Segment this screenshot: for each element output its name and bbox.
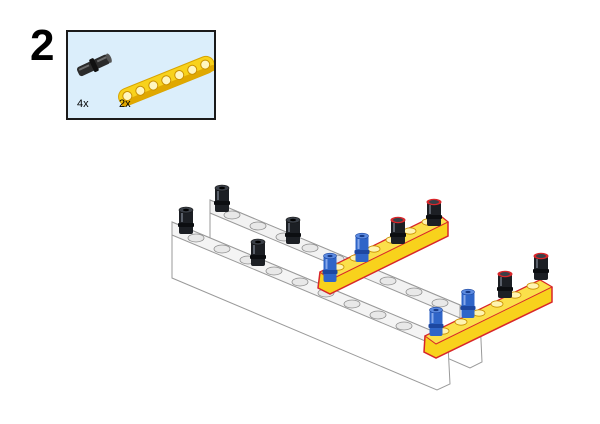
parts-list-artwork <box>76 53 214 107</box>
yellow-7-hole-beam-icon <box>118 55 214 107</box>
black-friction-pin-icon <box>76 53 112 77</box>
white-beam-front <box>171 221 451 391</box>
pin-count-label: 4x <box>77 98 89 110</box>
step-number: 2 <box>30 21 55 70</box>
beam-count-label: 2x <box>119 98 131 110</box>
parts-list-callout: 4x 2x <box>66 30 216 120</box>
